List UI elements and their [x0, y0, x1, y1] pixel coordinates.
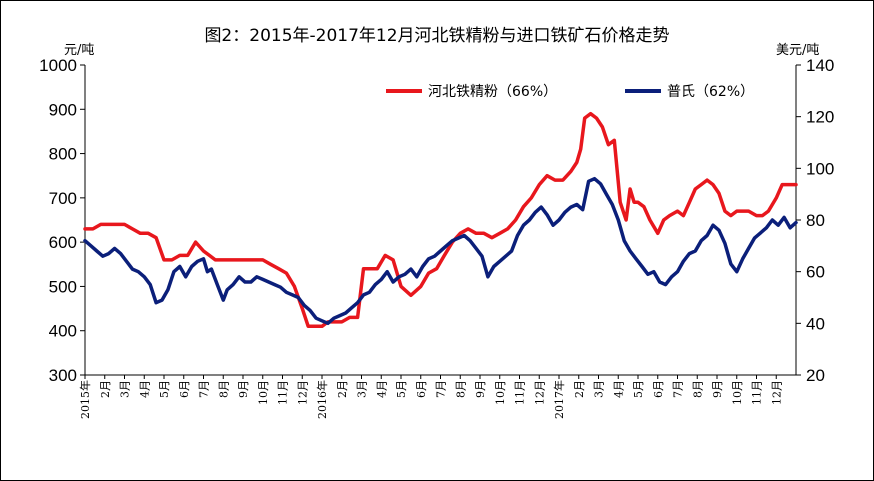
left-tick-label: 1000: [39, 56, 77, 75]
x-tick-label: 12月: [770, 380, 783, 405]
x-axis-ticks: 2015年 2月 3月 4月 5月 6月 7月 8月 9月 10月 11月 12月 2016年 2月 3月 4…: [78, 375, 783, 419]
x-tick-label: 3月: [119, 380, 132, 398]
x-tick-label: 4月: [612, 380, 625, 398]
legend-label-hebei: 河北铁精粉（66%）: [428, 84, 557, 100]
left-tick-label: 600: [49, 233, 77, 252]
left-tick-label: 400: [49, 322, 77, 341]
right-tick-label: 120: [806, 108, 834, 127]
left-axis-unit-label: 元/吨: [64, 43, 94, 58]
legend-label-platts: 普氏（62%）: [667, 84, 754, 100]
x-tick-label: 9月: [711, 380, 724, 398]
left-tick-label: 700: [49, 189, 77, 208]
left-tick-label: 900: [49, 100, 77, 119]
x-tick-label: 12月: [296, 380, 309, 405]
left-tick-label: 300: [49, 366, 77, 385]
right-tick-label: 40: [806, 314, 825, 333]
x-tick-label: 11月: [277, 380, 290, 405]
x-tick-label: 11月: [751, 380, 764, 405]
x-tick-label: 6月: [652, 380, 665, 398]
x-tick-label: 9月: [237, 380, 250, 398]
x-tick-label: 5月: [158, 380, 171, 398]
x-tick-label: 2月: [336, 380, 349, 398]
right-tick-label: 60: [806, 263, 825, 282]
x-tick-label: 2月: [99, 380, 112, 398]
x-tick-label: 3月: [356, 380, 369, 398]
x-tick-label: 10月: [731, 380, 744, 405]
right-tick-label: 80: [806, 211, 825, 230]
left-tick-label: 500: [49, 277, 77, 296]
x-tick-label: 7月: [672, 380, 685, 398]
x-tick-label: 11月: [514, 380, 527, 405]
series-line-hebei-concentrate: [83, 111, 798, 329]
right-axis-ticks: 20 40 60 80 100 120 140: [796, 56, 834, 385]
x-tick-label: 8月: [691, 380, 704, 398]
x-tick-label: 10月: [257, 380, 270, 405]
right-tick-label: 20: [806, 366, 825, 385]
x-tick-label: 2017年: [552, 380, 566, 419]
right-tick-label: 100: [806, 159, 834, 178]
x-tick-label: 5月: [632, 380, 645, 398]
legend: 河北铁精粉（66%） 普氏（62%）: [386, 84, 754, 100]
left-axis-ticks: 300 400 500 600 700 800 900 1000: [39, 56, 85, 385]
axes: [84, 65, 797, 376]
right-tick-label: 140: [806, 56, 834, 75]
x-tick-label: 7月: [435, 380, 448, 398]
x-tick-label: 8月: [454, 380, 467, 398]
x-tick-label: 5月: [395, 380, 408, 398]
right-axis-unit-label: 美元/吨: [776, 43, 819, 58]
x-tick-label: 7月: [198, 380, 211, 398]
x-tick-label: 4月: [138, 380, 151, 398]
series-layer: [83, 111, 798, 329]
x-tick-label: 3月: [593, 380, 606, 398]
x-tick-label: 10月: [494, 380, 507, 405]
x-tick-label: 6月: [415, 380, 428, 398]
chart-title: 图2：2015年-2017年12月河北铁精粉与进口铁矿石价格走势: [204, 26, 669, 46]
x-tick-label: 4月: [375, 380, 388, 398]
left-tick-label: 800: [49, 145, 77, 164]
x-tick-label: 8月: [217, 380, 230, 398]
series-line-platts-index: [83, 176, 798, 326]
x-tick-label: 2月: [573, 380, 586, 398]
x-tick-label: 9月: [474, 380, 487, 398]
x-tick-label: 6月: [178, 380, 191, 398]
x-tick-label: 2016年: [315, 380, 329, 419]
x-tick-label: 12月: [533, 380, 546, 405]
x-tick-label: 2015年: [78, 380, 92, 419]
